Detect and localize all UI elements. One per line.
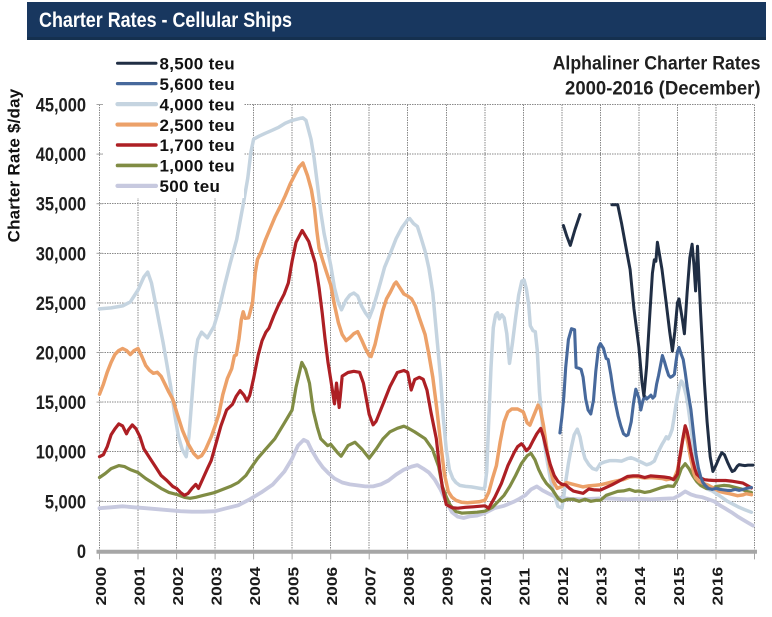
svg-text:2010: 2010	[478, 567, 495, 606]
svg-text:45,000: 45,000	[36, 94, 86, 116]
svg-text:20,000: 20,000	[36, 342, 86, 364]
svg-text:Charter Rate $/day: Charter Rate $/day	[5, 88, 24, 242]
svg-text:5,600 teu: 5,600 teu	[160, 75, 235, 94]
svg-text:10,000: 10,000	[36, 441, 86, 463]
svg-text:2014: 2014	[632, 567, 649, 606]
svg-text:2002: 2002	[170, 567, 187, 606]
svg-text:2,500 teu: 2,500 teu	[160, 116, 235, 135]
svg-text:1,000 teu: 1,000 teu	[160, 157, 235, 176]
svg-text:0: 0	[77, 541, 86, 563]
svg-text:2008: 2008	[401, 567, 418, 606]
svg-text:5,000: 5,000	[45, 491, 86, 513]
svg-text:2009: 2009	[440, 567, 457, 606]
svg-text:40,000: 40,000	[36, 144, 86, 166]
svg-text:2011: 2011	[517, 568, 534, 606]
svg-text:1,700 teu: 1,700 teu	[160, 136, 235, 155]
svg-text:2001: 2001	[131, 567, 148, 606]
svg-text:30,000: 30,000	[36, 243, 86, 265]
svg-text:2015: 2015	[671, 567, 688, 606]
svg-text:2003: 2003	[208, 567, 225, 606]
svg-text:2000-2016 (December): 2000-2016 (December)	[565, 78, 760, 100]
svg-text:Alphaliner Charter Rates: Alphaliner Charter Rates	[553, 52, 761, 74]
svg-text:2013: 2013	[594, 567, 611, 606]
svg-text:4,000 teu: 4,000 teu	[160, 95, 235, 114]
svg-text:500 teu: 500 teu	[160, 177, 221, 196]
svg-text:35,000: 35,000	[36, 193, 86, 215]
svg-text:2000: 2000	[93, 567, 110, 606]
svg-text:2007: 2007	[363, 567, 380, 606]
svg-text:25,000: 25,000	[36, 293, 86, 315]
svg-text:2005: 2005	[285, 567, 302, 606]
svg-text:8,500 teu: 8,500 teu	[160, 54, 235, 73]
svg-text:2004: 2004	[247, 567, 264, 606]
svg-text:2016: 2016	[709, 567, 726, 606]
svg-text:2012: 2012	[555, 567, 572, 606]
svg-text:2006: 2006	[324, 567, 341, 606]
svg-text:15,000: 15,000	[36, 392, 86, 414]
